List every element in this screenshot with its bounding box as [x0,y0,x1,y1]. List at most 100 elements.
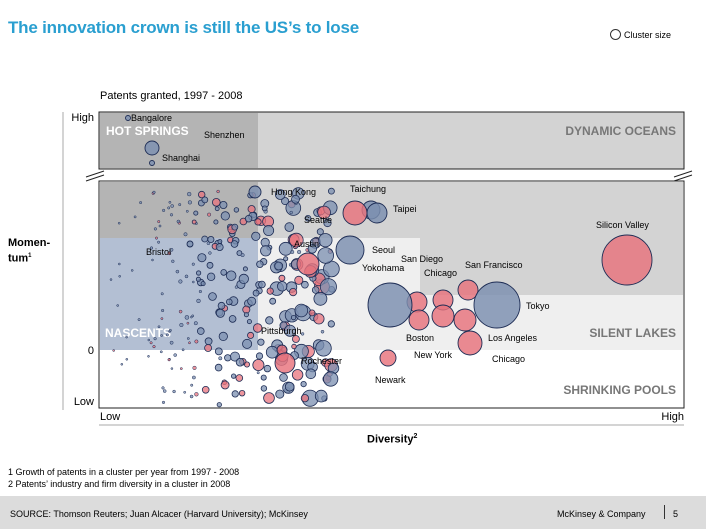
cluster-bubble [193,210,199,216]
source-note: SOURCE: Thomson Reuters; Juan Alcacer (H… [10,509,308,519]
cluster-bubble [137,318,141,322]
footer-bar [0,496,706,529]
cluster-label-newark: Newark [375,375,406,385]
cluster-bubble [207,212,212,217]
cluster-bubble [160,334,163,337]
cluster-bubble [171,259,175,263]
cluster-bubble [315,340,332,357]
cluster-bubble [300,332,305,336]
cluster-bubble [257,338,265,346]
cluster-label-silicon-valley: Silicon Valley [596,220,649,230]
cluster-label-san-diego: San Diego [401,254,443,264]
cluster-bubble [192,375,196,380]
cluster-bubble [260,245,272,257]
cluster-bubble [191,262,195,266]
footnote-2: 2 Patents’ industry and firm diversity i… [8,479,231,489]
cluster-bubble-rochester [274,352,296,374]
y-axis-title-line2: tum [8,252,29,265]
cluster-bubble [294,275,304,285]
cluster-bubble [179,367,183,370]
cluster-bubble [157,325,161,329]
cluster-bubble [297,249,302,255]
cluster-bubble [184,274,189,279]
cluster-bubble [251,231,261,241]
cluster-bubble [196,298,201,304]
cluster-bubble [198,289,202,294]
hot-springs-upper-region [100,113,258,168]
cluster-bubble [117,221,121,225]
cluster-bubble [175,269,180,274]
cluster-bubble-new-york [431,304,455,328]
y-axis-title: Momen- tum1 [8,237,50,266]
nascents-region [100,238,258,350]
cluster-bubble [185,209,189,213]
cluster-bubble [197,253,207,263]
cluster-bubble [168,200,172,204]
cluster-bubble [147,338,151,342]
cluster-bubble [311,286,320,294]
cluster-bubble-newark [379,349,397,367]
cluster-bubble [320,329,325,334]
cluster-label-austin: Austin [294,239,319,249]
cluster-bubble-austin [296,252,320,276]
cluster-bubble [192,280,195,284]
cluster-bubble [235,357,245,367]
cluster-label-taipei: Taipei [393,204,417,214]
cluster-bubble [162,389,167,393]
cluster-bubble [214,363,223,372]
cluster-bubble [155,236,158,240]
cluster-bubble [153,227,157,231]
page-number: 5 [673,509,679,519]
cluster-bubble [161,308,165,313]
cluster-label-los-angeles: Los Angeles [488,333,538,343]
cluster-bubble [167,358,171,362]
cluster-bubble [258,280,266,289]
cluster-bubble [265,345,279,359]
cluster-bubble [238,273,249,284]
cluster-bubble [197,190,206,199]
cluster-bubble [157,240,161,244]
y-tick-high: High [71,112,94,124]
cluster-bubble [327,187,335,195]
cluster-bubble [230,240,239,248]
cluster-bubble [260,385,268,392]
cluster-bubble [208,292,217,301]
cluster-bubble [279,373,288,382]
cluster-bubble [178,279,183,284]
cluster-bubble [254,218,262,226]
footnote-1: 1 Growth of patents in a cluster per yea… [8,467,240,477]
cluster-bubble [275,389,285,399]
cluster-bubble [162,208,166,212]
cluster-bubble [294,303,309,318]
x-axis-title: Diversity2 [367,433,417,446]
cluster-bubble [263,364,272,373]
cluster-bubble [118,275,121,278]
cluster-bubble [323,218,332,228]
cluster-bubble [169,213,174,217]
axis-break-right [673,170,693,182]
cluster-bubble [196,270,202,276]
cluster-bubble [152,190,156,194]
cluster-label-seoul: Seoul [372,245,395,255]
cluster-bubble [133,215,137,219]
cluster-bubble-los-angeles [453,308,477,332]
cluster-bubble [236,250,243,257]
cluster-bubble [189,394,194,399]
cluster-bubble [212,198,221,207]
cluster-bubble [139,201,143,205]
cluster-bubble [218,356,223,361]
cluster-bubble-shenzhen [144,140,160,156]
cluster-bubble [288,232,304,248]
cluster-bubble [184,315,190,320]
cluster-bubble [201,385,210,394]
cluster-bubble [219,200,228,209]
quadrant-label-shrinking-pools: SHRINKING POOLS [563,383,676,397]
cluster-bubble [300,394,309,403]
cluster-bubble-shanghai [149,160,155,166]
cluster-bubble [301,280,309,289]
cluster-bubble [277,281,288,292]
cluster-bubble [263,392,275,404]
cluster-bubble [305,368,317,380]
cluster-bubble-seoul [335,235,365,265]
cluster-bubble [274,261,284,271]
